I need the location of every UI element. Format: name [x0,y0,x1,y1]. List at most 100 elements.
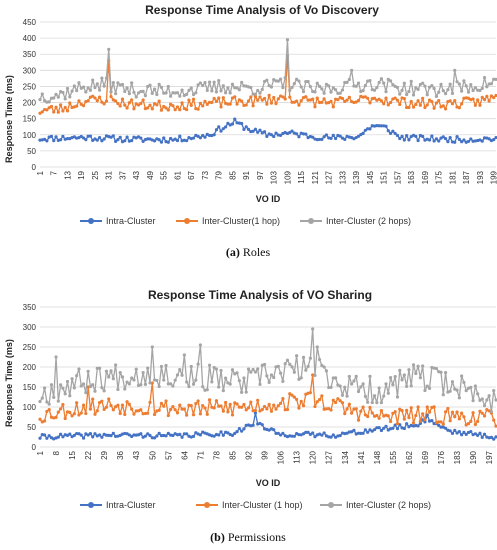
data-point [198,136,202,140]
data-point [313,373,317,378]
data-point [107,47,111,51]
data-point [81,382,86,386]
data-point [164,363,168,368]
data-point [347,374,351,379]
data-point [281,431,285,435]
data-point [224,376,228,380]
data-point [68,394,72,398]
data-point [185,413,189,417]
data-point [334,400,338,405]
x-tick-label: 8 [52,450,61,455]
data-point [77,413,81,417]
data-point [253,408,257,413]
legend-item: Intra-Cluster [80,216,156,226]
data-point [221,84,225,88]
x-axis-title: VO ID [256,194,281,204]
data-point [272,134,276,139]
data-point [466,421,471,426]
data-point [81,104,86,108]
data-point [81,436,86,440]
data-point [295,77,299,81]
data-point [473,103,477,107]
data-point [457,82,461,86]
data-point [368,78,372,83]
data-point [221,433,225,437]
data-point [372,96,377,100]
data-point [402,81,406,85]
data-point [375,401,379,405]
data-point [366,96,370,100]
data-point [455,410,459,414]
data-point [418,419,422,423]
data-point [409,99,413,104]
data-point [421,364,425,368]
data-point [68,410,72,414]
data-point [91,397,95,401]
data-point [304,132,308,136]
data-point [299,376,303,380]
data-point [269,373,274,377]
data-point [118,371,122,375]
data-point [322,135,326,139]
data-point [290,85,294,90]
data-point [125,135,129,139]
data-point [81,85,86,89]
x-tick-label: 183 [453,450,462,464]
data-point [175,138,180,143]
legend-label: Intra-Cluster [106,500,156,510]
x-tick-label: 22 [84,450,93,459]
data-point [418,421,422,425]
data-point [173,137,177,141]
data-point [439,420,443,424]
data-point [246,99,251,103]
data-point [276,431,280,435]
data-point [494,135,497,140]
y-tick-label: 450 [23,18,37,27]
x-tick-label: 78 [212,450,221,459]
data-point [203,99,207,103]
data-point [171,433,175,438]
data-point [166,431,170,435]
data-point [430,134,434,138]
legend-label: Intra-Cluster [106,216,156,226]
x-tick-label: 127 [325,450,334,464]
data-point [134,95,138,99]
x-tick-label: 175 [435,170,444,184]
data-point [104,405,109,409]
data-point [343,385,347,389]
data-point [460,102,464,106]
y-tick-label: 350 [23,303,37,312]
x-tick-label: 57 [164,450,173,459]
data-point [141,139,145,143]
data-point [288,362,292,366]
data-point [235,102,239,106]
series [38,54,497,115]
data-point [492,388,496,393]
data-point [207,363,212,367]
data-point [68,95,72,99]
data-point [45,108,49,112]
data-point [116,101,120,106]
data-point [416,99,420,103]
data-point [391,383,395,387]
data-point [201,403,205,408]
data-point [240,390,244,394]
data-point [421,96,425,100]
data-point [356,98,361,103]
data-point [416,364,420,368]
data-point [100,386,104,390]
data-point [180,373,184,377]
data-point [290,365,294,369]
data-point [253,411,257,415]
x-tick-label: 109 [283,170,292,184]
data-point [130,407,134,411]
data-point [304,430,308,434]
data-point [489,82,494,86]
data-point [52,139,56,143]
data-point [166,84,170,89]
data-point [402,373,406,377]
data-point [473,86,477,90]
data-point [494,424,497,428]
data-point [40,110,44,114]
data-point [297,103,301,107]
